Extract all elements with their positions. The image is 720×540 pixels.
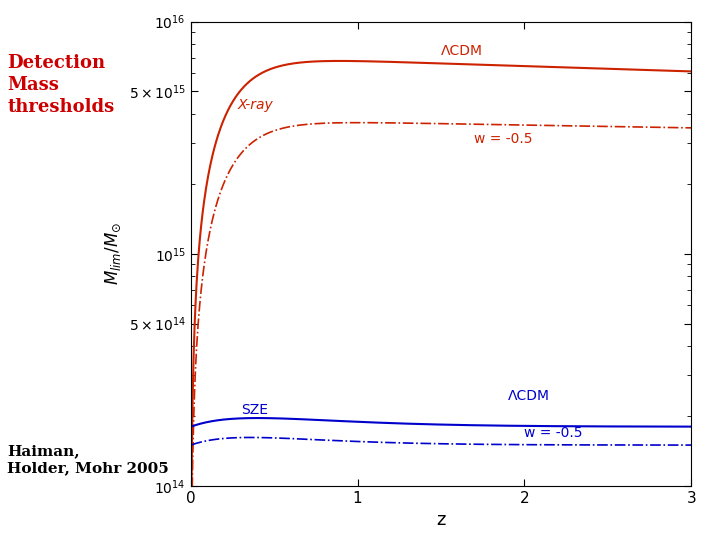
Text: ΛCDM: ΛCDM <box>441 44 483 58</box>
Y-axis label: $M_{lim}/M_{\odot}$: $M_{lim}/M_{\odot}$ <box>104 222 123 286</box>
Text: SZE: SZE <box>240 403 268 417</box>
Text: ΛCDM: ΛCDM <box>508 389 550 403</box>
Text: w = -0.5: w = -0.5 <box>524 427 583 440</box>
Text: X-ray: X-ray <box>238 98 274 112</box>
Text: Detection
Mass
thresholds: Detection Mass thresholds <box>7 54 114 117</box>
X-axis label: z: z <box>436 511 446 529</box>
Text: Haiman,
Holder, Mohr 2005: Haiman, Holder, Mohr 2005 <box>7 444 169 475</box>
Text: w = -0.5: w = -0.5 <box>474 132 533 146</box>
